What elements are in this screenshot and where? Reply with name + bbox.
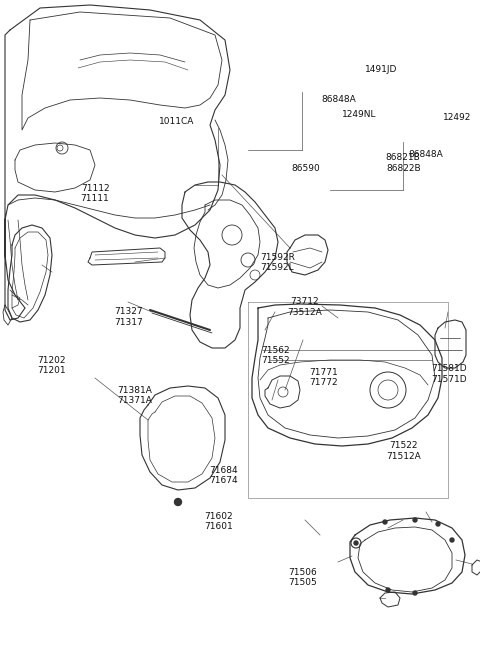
Text: 71581D
71571D: 71581D 71571D bbox=[431, 364, 467, 384]
Text: 71771
71772: 71771 71772 bbox=[309, 367, 338, 387]
Text: 71381A
71371A: 71381A 71371A bbox=[117, 386, 152, 405]
Circle shape bbox=[383, 520, 387, 524]
Circle shape bbox=[436, 522, 440, 526]
Text: 71684
71674: 71684 71674 bbox=[209, 466, 238, 485]
Text: 86821B
86822B: 86821B 86822B bbox=[386, 153, 420, 173]
Text: 71562
71552: 71562 71552 bbox=[262, 346, 290, 365]
Circle shape bbox=[413, 591, 417, 595]
Text: 86848A: 86848A bbox=[322, 94, 356, 104]
Text: 1249NL: 1249NL bbox=[342, 110, 376, 119]
Text: 1491JD: 1491JD bbox=[365, 65, 398, 74]
Text: 71592R
71592L: 71592R 71592L bbox=[260, 253, 295, 272]
Text: 71522
71512A: 71522 71512A bbox=[386, 441, 420, 461]
Text: 73712
73512A: 73712 73512A bbox=[288, 297, 322, 317]
Circle shape bbox=[413, 518, 417, 522]
Circle shape bbox=[354, 541, 358, 545]
Circle shape bbox=[386, 588, 390, 592]
Text: 86590: 86590 bbox=[291, 164, 320, 173]
Text: 1011CA: 1011CA bbox=[159, 117, 194, 126]
Text: 12492: 12492 bbox=[443, 113, 471, 122]
Text: 71506
71505: 71506 71505 bbox=[288, 567, 317, 587]
Text: 71602
71601: 71602 71601 bbox=[204, 512, 233, 531]
Text: 71112
71111: 71112 71111 bbox=[81, 184, 109, 203]
Text: 71202
71201: 71202 71201 bbox=[37, 356, 66, 375]
Circle shape bbox=[450, 538, 454, 542]
Text: 86848A: 86848A bbox=[409, 150, 444, 159]
Text: 71327
71317: 71327 71317 bbox=[114, 307, 143, 327]
Circle shape bbox=[175, 499, 181, 506]
